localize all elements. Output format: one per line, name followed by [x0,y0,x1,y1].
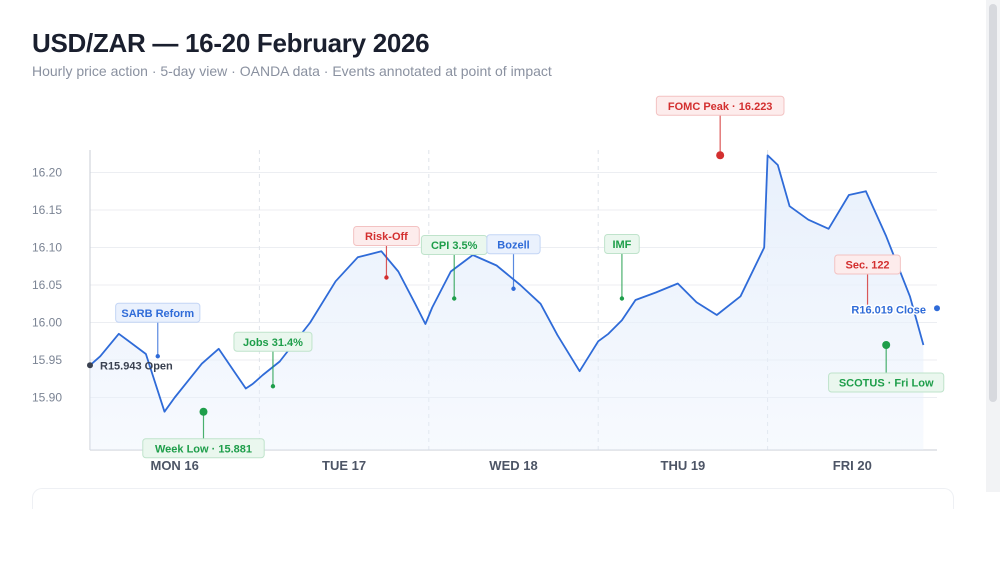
annotation-dot [619,296,625,301]
annotation-dot [716,151,725,160]
series-area [90,155,924,451]
x-tick-label: FRI 20 [833,458,872,473]
annotation-dot [199,407,208,416]
annotation-box [834,254,901,275]
annotation-label: Sec. 122 [846,260,890,272]
annotation-sarb-reform: SARB Reform [115,302,201,359]
annotation-dot [865,306,870,312]
annotation-label: R15.943 Open [100,360,173,372]
annotation-label: IMF [612,239,631,251]
x-tick-label: MON 16 [150,458,198,473]
bottom-card [32,488,954,509]
page-title: USD/ZAR — 16-20 February 2026 [32,28,430,58]
annotation-label: Week Low · 15.881 [155,443,252,455]
annotation-dot [452,296,457,301]
y-tick-label: 16.15 [32,203,62,217]
annotation-box [142,438,265,459]
annotation-jobs-31-4: Jobs 31.4% [233,331,313,389]
annotation-box [115,302,201,323]
annotation-box [486,234,541,255]
series-line [89,154,925,413]
annotation-dot [87,362,93,369]
annotation-dot [155,354,160,359]
annotation-r15-943-open: R15.943 Open [87,360,173,372]
x-tick-label: TUE 17 [322,458,366,473]
y-tick-label: 16.05 [32,278,62,292]
annotation-box [353,226,420,246]
annotation-box [233,331,313,352]
x-tick-label: WED 18 [489,458,537,473]
annotation-dot [384,275,389,280]
page-subtitle: Hourly price action · 5-day view · OANDA… [32,63,552,79]
annotation-label: R16.019 Close [851,304,926,316]
annotation-box [828,372,945,393]
annotation-label: SARB Reform [121,308,194,320]
annotation-label: FOMC Peak · 16.223 [668,101,773,113]
annotation-sec-122: Sec. 122 [834,254,901,312]
y-tick-label: 15.95 [32,353,62,367]
annotation-week-low-15-881: Week Low · 15.881 [142,407,265,459]
x-tick-label: THU 19 [661,458,706,473]
annotation-r16-019-close: R16.019 Close [850,303,940,318]
annotation-label: SCOTUS · Fri Low [839,378,934,390]
annotation-cpi-3-5: CPI 3.5% [420,235,488,301]
annotation-label: Risk-Off [365,231,408,243]
annotation-box [604,234,640,254]
y-tick-label: 15.90 [32,391,62,405]
annotation-dot [882,341,891,349]
annotation-scotus-fri-low: SCOTUS · Fri Low [828,341,945,393]
y-tick-label: 16.20 [32,166,62,180]
y-tick-label: 16.00 [32,316,62,330]
annotation-dot [511,286,516,291]
scrollbar-thumb[interactable] [989,4,997,402]
annotation-label: CPI 3.5% [431,240,478,252]
y-tick-label: 16.10 [32,241,62,255]
annotation-dot [270,384,276,389]
annotation-risk-off: Risk-Off [353,226,420,280]
annotation-bozell: Bozell [486,234,541,291]
annotation-label: Bozell [497,239,529,251]
annotation-imf: IMF [604,234,640,301]
annotation-dot [934,305,940,312]
annotation-fomc-peak-16-223: FOMC Peak · 16.223 [655,95,785,160]
annotation-label: Jobs 31.4% [243,337,303,349]
annotation-box [655,95,785,116]
